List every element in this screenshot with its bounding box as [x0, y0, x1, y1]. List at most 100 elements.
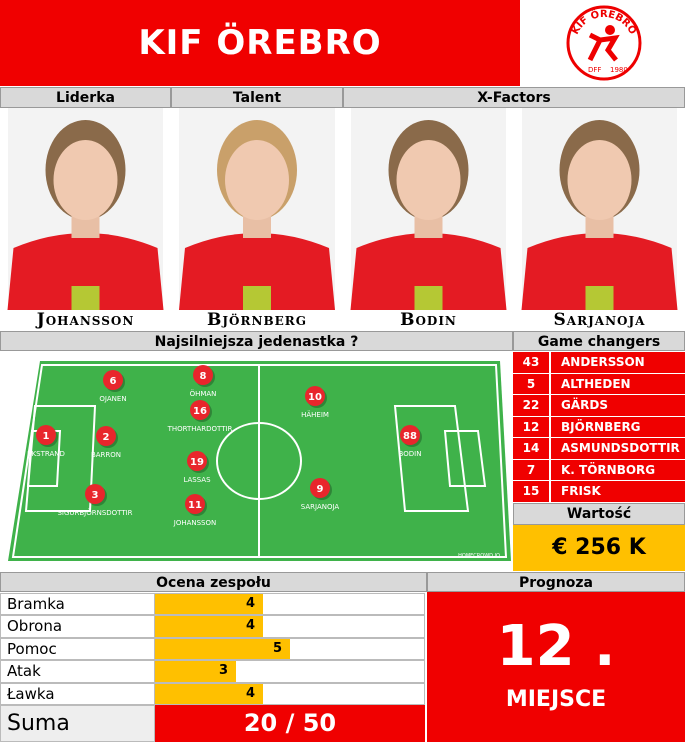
player-number: 16 [193, 406, 207, 417]
gc-name: ALTHEDEN [551, 373, 685, 395]
player-number: 11 [188, 500, 202, 511]
logo-figure [587, 32, 620, 62]
value: € 256 K [513, 525, 685, 571]
player-label: OJANEN [99, 395, 126, 403]
gc-number: 14 [513, 438, 551, 460]
player-label: THORTHARDOTTIR [167, 425, 233, 433]
player-number: 2 [103, 432, 110, 443]
player-label: HÄHEIM [301, 410, 329, 419]
photo [350, 108, 507, 310]
gc-name: BJÖRNBERG [551, 416, 685, 438]
gc-name: FRISK [551, 481, 685, 503]
field-lines [11, 364, 508, 558]
shirt-patch [71, 286, 100, 310]
shirt [179, 233, 335, 310]
player-number: 10 [308, 392, 322, 403]
photo [521, 108, 678, 310]
rating-bar [155, 616, 263, 637]
forecast-header: Prognoza [427, 572, 685, 592]
logo-ring [566, 5, 642, 81]
photo [179, 108, 335, 310]
rating-label: Ławka [0, 682, 155, 705]
place-label: MIEJSCE [505, 687, 607, 712]
player-name: Björnberg [207, 310, 307, 330]
player-label: LASSAS [183, 476, 211, 484]
logo-right: 1980 [610, 66, 628, 74]
player-label: EKSTRAND [27, 450, 65, 458]
player-dot [85, 484, 105, 504]
face [567, 140, 632, 220]
title-band: KIF ÖREBRO [0, 0, 520, 86]
player-label: BARRON [91, 451, 121, 459]
rating-bar [155, 638, 290, 660]
player-dot [103, 370, 123, 390]
player-number: 9 [317, 484, 324, 495]
player-dot [187, 451, 207, 471]
face [53, 140, 118, 220]
rating-value: 5 [272, 640, 282, 656]
gc-number: 22 [513, 395, 551, 417]
shirt-patch [243, 286, 271, 310]
shirt [350, 233, 507, 310]
player-number: 1 [43, 431, 50, 442]
gc-number: 7 [513, 459, 551, 481]
photo [7, 108, 164, 310]
player-dot [185, 494, 205, 514]
logo-ball [605, 25, 615, 35]
player-label: SARJANOJA [301, 503, 340, 511]
shirt-patch [585, 286, 614, 310]
rating-bar [155, 661, 236, 682]
player-number: 8 [200, 371, 207, 382]
player-label: BODIN [399, 450, 422, 458]
title: KIF ÖREBRO [138, 23, 382, 63]
player-number: 88 [403, 431, 417, 442]
shirt [7, 233, 164, 310]
sum: 20 / 50 [155, 705, 425, 742]
face [225, 140, 289, 220]
player-number: 19 [190, 457, 204, 468]
logo-left: DFF [588, 66, 601, 74]
shirt-patch [414, 286, 443, 310]
logo: KIF ÖREBRO DFF 1980 [566, 5, 642, 81]
rating-value: 4 [245, 618, 255, 634]
shirt [521, 233, 678, 310]
place: 12 . [496, 614, 616, 679]
gc-number: 43 [513, 352, 551, 374]
rating-label: Pomoc [0, 637, 155, 661]
player-dot [96, 426, 116, 446]
player-dot [305, 386, 325, 406]
player-dot [190, 400, 210, 420]
player-number: 6 [110, 376, 117, 387]
gc-name: ASMUNDSDOTTIR [551, 438, 685, 460]
rating-header: Ocena zespołu [0, 572, 427, 592]
rating-value: 4 [245, 596, 255, 611]
gc-number: 12 [513, 416, 551, 438]
rating-bar [155, 683, 263, 704]
watermark: HOMECROWD.IO [458, 553, 500, 559]
player-dot [36, 425, 56, 445]
rating-label: Bramka [0, 593, 155, 616]
player-dot [193, 365, 213, 385]
role-header: Talent [171, 87, 343, 108]
gc-name: K. TÖRNBORG [551, 459, 685, 481]
pitch: 6 OJANEN 8 ÖHMAN 16 THORTHARDOTTIR 10 HÄHEIM 1 EK… [8, 361, 511, 561]
gc-number: 15 [513, 481, 551, 503]
gc-name: ANDERSSON [551, 352, 685, 374]
sum-label: Suma [0, 705, 155, 742]
player-name: Sarjanoja [553, 310, 646, 330]
player-dot [400, 425, 420, 445]
rating-bar [155, 594, 263, 615]
player-label: ÖHMAN [190, 389, 217, 398]
rating-label: Atak [0, 660, 155, 683]
rating-value: 4 [245, 685, 255, 701]
player-label: JOHANSSON [173, 519, 217, 527]
face [396, 140, 461, 220]
forecast: 12 . MIEJSCE [427, 592, 685, 742]
gc-name: GÄRDS [551, 395, 685, 417]
rating-label: Obrona [0, 615, 155, 638]
gc-number: 5 [513, 373, 551, 395]
gc-header: Game changers [513, 331, 685, 351]
role-header: Liderka [0, 87, 171, 108]
player-name: Bodin [400, 310, 457, 330]
